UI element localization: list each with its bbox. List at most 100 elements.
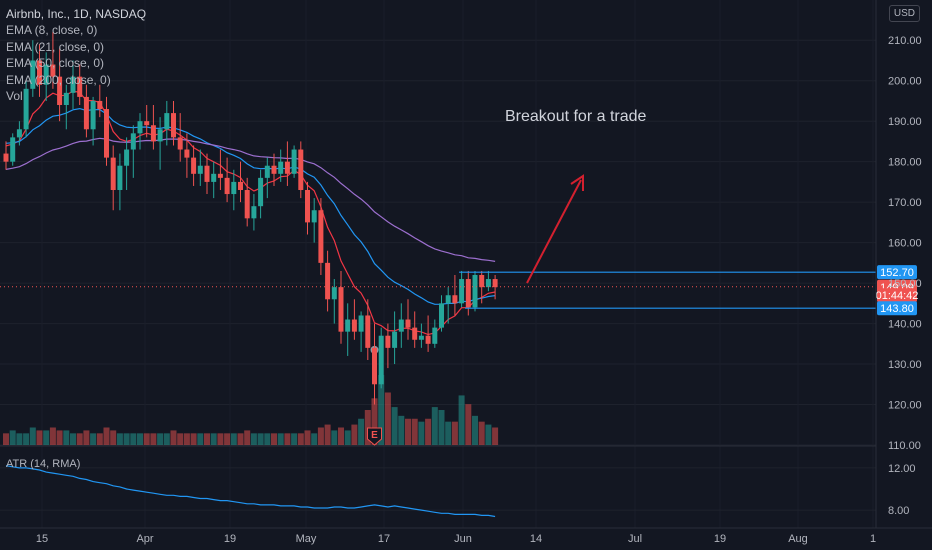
- candle-body[interactable]: [298, 149, 304, 190]
- volume-bar: [170, 430, 177, 445]
- candle-body[interactable]: [77, 76, 83, 97]
- candle-body[interactable]: [157, 129, 163, 142]
- candle-body[interactable]: [311, 210, 317, 223]
- candle-body[interactable]: [439, 303, 444, 328]
- indicator-ema200[interactable]: EMA (200, close, 0): [6, 72, 111, 87]
- indicator-ema21[interactable]: EMA (21, close, 0): [6, 39, 105, 54]
- candle-body[interactable]: [110, 157, 116, 190]
- candle-body[interactable]: [124, 149, 130, 166]
- candle-body[interactable]: [57, 76, 63, 105]
- candle-body[interactable]: [284, 161, 290, 174]
- candle-body[interactable]: [345, 319, 351, 332]
- candle-body[interactable]: [83, 96, 89, 130]
- candle-body[interactable]: [432, 327, 438, 344]
- candle-body[interactable]: [459, 279, 465, 304]
- candle-body[interactable]: [117, 165, 123, 190]
- atr-indicator-label[interactable]: ATR (14, RMA): [6, 458, 81, 470]
- candle-body[interactable]: [278, 161, 284, 174]
- candle-body[interactable]: [217, 173, 223, 178]
- candle-body[interactable]: [358, 315, 364, 332]
- candle-body[interactable]: [144, 121, 150, 126]
- candle-body[interactable]: [197, 165, 203, 174]
- candle-body[interactable]: [30, 60, 36, 89]
- candle-body[interactable]: [385, 335, 391, 348]
- candle-body[interactable]: [104, 109, 109, 158]
- annotation-text[interactable]: Breakout for a trade: [505, 108, 647, 125]
- ema50-line: [5, 137, 496, 262]
- candle-body[interactable]: [63, 92, 69, 105]
- candle-body[interactable]: [238, 181, 243, 190]
- volume-bar: [23, 433, 30, 445]
- candle-body[interactable]: [418, 335, 424, 340]
- candle-body[interactable]: [3, 153, 9, 162]
- currency-button[interactable]: USD: [888, 5, 920, 22]
- candle-body[interactable]: [485, 279, 491, 288]
- candle-body[interactable]: [258, 177, 264, 207]
- candle-body[interactable]: [412, 327, 418, 340]
- candle-body[interactable]: [372, 347, 377, 385]
- candle-body[interactable]: [472, 275, 478, 308]
- candle-body[interactable]: [325, 262, 331, 300]
- indicator-ema50[interactable]: EMA (50, close, 0): [6, 56, 105, 71]
- candle-body[interactable]: [37, 60, 42, 85]
- candle-body[interactable]: [137, 121, 143, 134]
- candle-body[interactable]: [398, 319, 404, 332]
- candle-body[interactable]: [10, 137, 16, 162]
- candle-body[interactable]: [43, 64, 49, 85]
- candle-body[interactable]: [271, 165, 277, 174]
- candle-body[interactable]: [211, 173, 217, 182]
- candle-body[interactable]: [452, 295, 458, 304]
- candle-body[interactable]: [177, 137, 183, 150]
- candle-body[interactable]: [171, 113, 176, 138]
- candle-body[interactable]: [465, 279, 471, 308]
- volume-bar: [210, 433, 217, 445]
- candle-body[interactable]: [204, 165, 210, 182]
- candle-body[interactable]: [365, 315, 371, 348]
- candle-body[interactable]: [50, 64, 56, 77]
- candle-body[interactable]: [445, 295, 451, 304]
- candle-body[interactable]: [224, 177, 230, 195]
- price-tick-label: 120.00: [888, 400, 922, 412]
- candle-body[interactable]: [70, 76, 76, 93]
- time-tick-label: May: [296, 533, 317, 545]
- time-tick-label: 19: [714, 533, 726, 545]
- earnings-marker-label: E: [371, 430, 378, 441]
- candle-body[interactable]: [405, 319, 411, 328]
- candle-body[interactable]: [479, 275, 485, 288]
- candle-body[interactable]: [97, 100, 103, 110]
- time-tick-label: 19: [224, 533, 236, 545]
- volume-bar: [137, 433, 143, 445]
- candle-body[interactable]: [191, 157, 197, 174]
- volume-bar: [70, 433, 76, 445]
- candle-body[interactable]: [378, 335, 384, 385]
- candle-body[interactable]: [150, 125, 156, 142]
- candle-body[interactable]: [184, 149, 190, 158]
- candle-body[interactable]: [492, 279, 498, 288]
- time-tick-label: Jul: [628, 533, 642, 545]
- candle-body[interactable]: [90, 100, 96, 130]
- candle-body[interactable]: [305, 190, 310, 223]
- candle-body[interactable]: [16, 129, 22, 138]
- candle-body[interactable]: [331, 287, 337, 300]
- candle-body[interactable]: [231, 181, 237, 195]
- candle-body[interactable]: [264, 165, 270, 178]
- symbol-title[interactable]: Airbnb, Inc., 1D, NASDAQ: [6, 7, 147, 21]
- volume-bar: [157, 433, 164, 445]
- candle-body[interactable]: [392, 331, 398, 348]
- candle-body[interactable]: [338, 287, 344, 332]
- candle-body[interactable]: [291, 149, 297, 174]
- volume-bar: [398, 415, 405, 445]
- candle-body[interactable]: [130, 133, 136, 150]
- candle-body[interactable]: [23, 88, 29, 130]
- indicator-ema8[interactable]: EMA (8, close, 0): [6, 23, 98, 38]
- candle-body[interactable]: [251, 206, 257, 219]
- candle-body[interactable]: [318, 210, 324, 263]
- trend-arrow[interactable]: [526, 179, 582, 284]
- indicator-volume[interactable]: Vol: [6, 89, 23, 104]
- candle-body[interactable]: [425, 335, 431, 344]
- candle-body[interactable]: [164, 113, 170, 130]
- volume-bar: [16, 433, 23, 445]
- candle-body[interactable]: [244, 190, 250, 219]
- candle-body[interactable]: [351, 319, 357, 332]
